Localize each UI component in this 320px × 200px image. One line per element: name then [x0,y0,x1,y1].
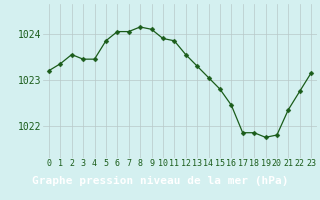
Text: Graphe pression niveau de la mer (hPa): Graphe pression niveau de la mer (hPa) [32,176,288,186]
